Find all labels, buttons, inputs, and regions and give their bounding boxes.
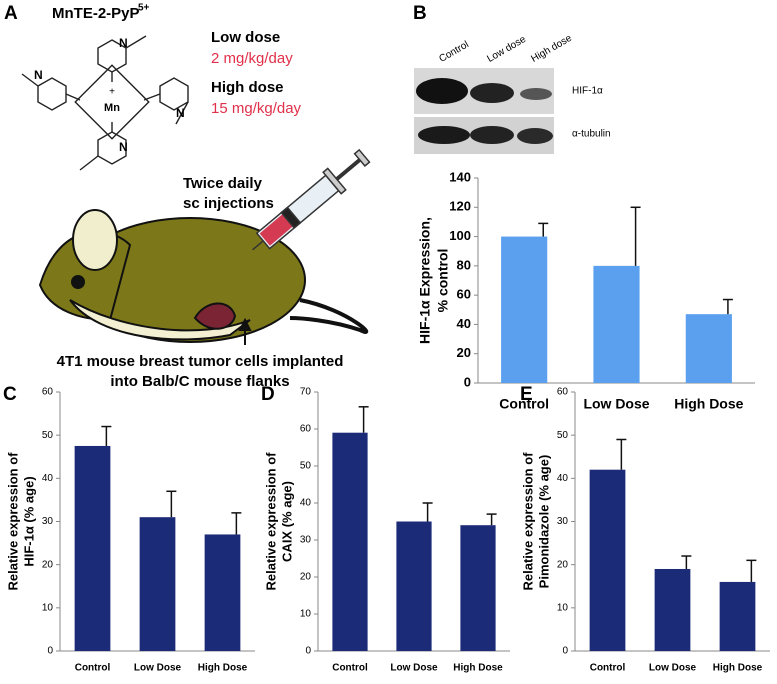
y-tick-label: 20	[300, 572, 312, 583]
y-tick-label: 50	[557, 430, 569, 441]
nitrogen: N	[176, 106, 185, 120]
y-tick-label: 50	[42, 430, 54, 441]
dose-label: High dose	[211, 79, 284, 96]
x-tick-label: Low Dose	[583, 396, 649, 412]
x-tick-label: Low Dose	[649, 663, 697, 674]
y-tick-label: 40	[457, 316, 471, 331]
y-tick-label: 100	[449, 228, 471, 243]
molecule	[21, 35, 189, 171]
y-tick-label: 60	[42, 387, 54, 398]
y-tick-label: 10	[557, 602, 569, 613]
y-tick-label: 20	[557, 559, 569, 570]
compound-name: MnTE-2-PyP	[52, 5, 140, 22]
y-axis-label: % control	[435, 249, 451, 313]
caption: 4T1 mouse breast tumor cells implanted	[57, 353, 344, 370]
dose-label: Low dose	[211, 29, 280, 46]
y-axis-label: Relative expression of	[520, 452, 535, 591]
x-tick-label: High Dose	[674, 396, 743, 412]
x-tick-label: High Dose	[198, 663, 248, 674]
y-tick-label: 0	[464, 374, 471, 389]
bar	[593, 265, 640, 383]
y-tick-label: 80	[457, 257, 471, 272]
y-axis-label: Pimonidazole (% age)	[536, 455, 551, 589]
y-tick-label: 70	[300, 387, 312, 398]
caption: into Balb/C mouse flanks	[110, 373, 289, 390]
bar	[654, 568, 691, 651]
lane-label: Low dose	[485, 34, 528, 65]
y-axis-label: HIF-1α Expression,	[417, 217, 433, 344]
y-tick-label: 0	[562, 646, 568, 657]
x-tick-label: Low Dose	[134, 663, 182, 674]
dose-value: 15 mg/kg/day	[211, 100, 302, 117]
y-tick-label: 0	[47, 646, 53, 657]
y-tick-label: 120	[449, 199, 471, 214]
y-tick-label: 60	[557, 387, 569, 398]
x-tick-label: High Dose	[453, 663, 503, 674]
y-tick-label: 60	[300, 424, 312, 435]
y-tick-label: 60	[457, 287, 471, 302]
lane-label: High dose	[529, 33, 574, 65]
bar	[204, 534, 241, 651]
y-axis-label: Relative expression of	[5, 452, 20, 591]
injection-text: sc injections	[183, 195, 274, 212]
bar	[719, 581, 756, 651]
bar	[460, 525, 496, 651]
lane-label: Control	[437, 39, 470, 65]
x-tick-label: Low Dose	[390, 663, 438, 674]
compound-charge: 5+	[138, 3, 150, 14]
blot-row-label: α-tubulin	[572, 129, 611, 140]
bar	[139, 517, 176, 651]
nitrogen: N	[119, 140, 128, 154]
y-axis-label: HIF-1α (% age)	[21, 476, 36, 566]
y-tick-label: 20	[42, 559, 54, 570]
y-tick-label: 30	[42, 516, 54, 527]
y-tick-label: 30	[557, 516, 569, 527]
y-tick-label: 140	[449, 169, 471, 184]
y-axis-label: CAIX (% age)	[279, 481, 294, 562]
blot	[414, 68, 554, 154]
bar	[74, 445, 111, 651]
panel-label: E	[520, 384, 533, 405]
panel-label: D	[261, 384, 275, 405]
nitrogen: N	[34, 68, 43, 82]
y-axis-label: Relative expression of	[263, 452, 278, 591]
bar	[501, 236, 548, 383]
panel-label: C	[3, 384, 17, 405]
bar	[396, 521, 432, 651]
bar	[589, 469, 626, 651]
bar	[332, 432, 368, 651]
charge: +	[109, 87, 115, 98]
y-tick-label: 30	[300, 535, 312, 546]
blot-row-label: HIF-1α	[572, 86, 603, 97]
x-tick-label: Control	[75, 663, 111, 674]
nitrogen: N	[119, 36, 128, 50]
panel-label: A	[4, 3, 18, 24]
injection-text: Twice daily	[183, 175, 263, 192]
syringe	[252, 148, 371, 251]
y-tick-label: 40	[300, 498, 312, 509]
bar	[685, 314, 732, 383]
x-tick-label: Control	[590, 663, 626, 674]
y-tick-label: 10	[300, 609, 312, 620]
y-tick-label: 40	[557, 473, 569, 484]
y-tick-label: 50	[300, 461, 312, 472]
mouse-illustration	[38, 209, 369, 345]
x-tick-label: Control	[499, 396, 549, 412]
metal: Mn	[104, 102, 120, 114]
x-tick-label: Control	[332, 663, 368, 674]
panel-label: B	[413, 3, 427, 24]
y-tick-label: 40	[42, 473, 54, 484]
y-tick-label: 0	[305, 646, 311, 657]
y-tick-label: 20	[457, 345, 471, 360]
x-tick-label: High Dose	[713, 663, 763, 674]
dose-value: 2 mg/kg/day	[211, 50, 293, 67]
y-tick-label: 10	[42, 602, 54, 613]
